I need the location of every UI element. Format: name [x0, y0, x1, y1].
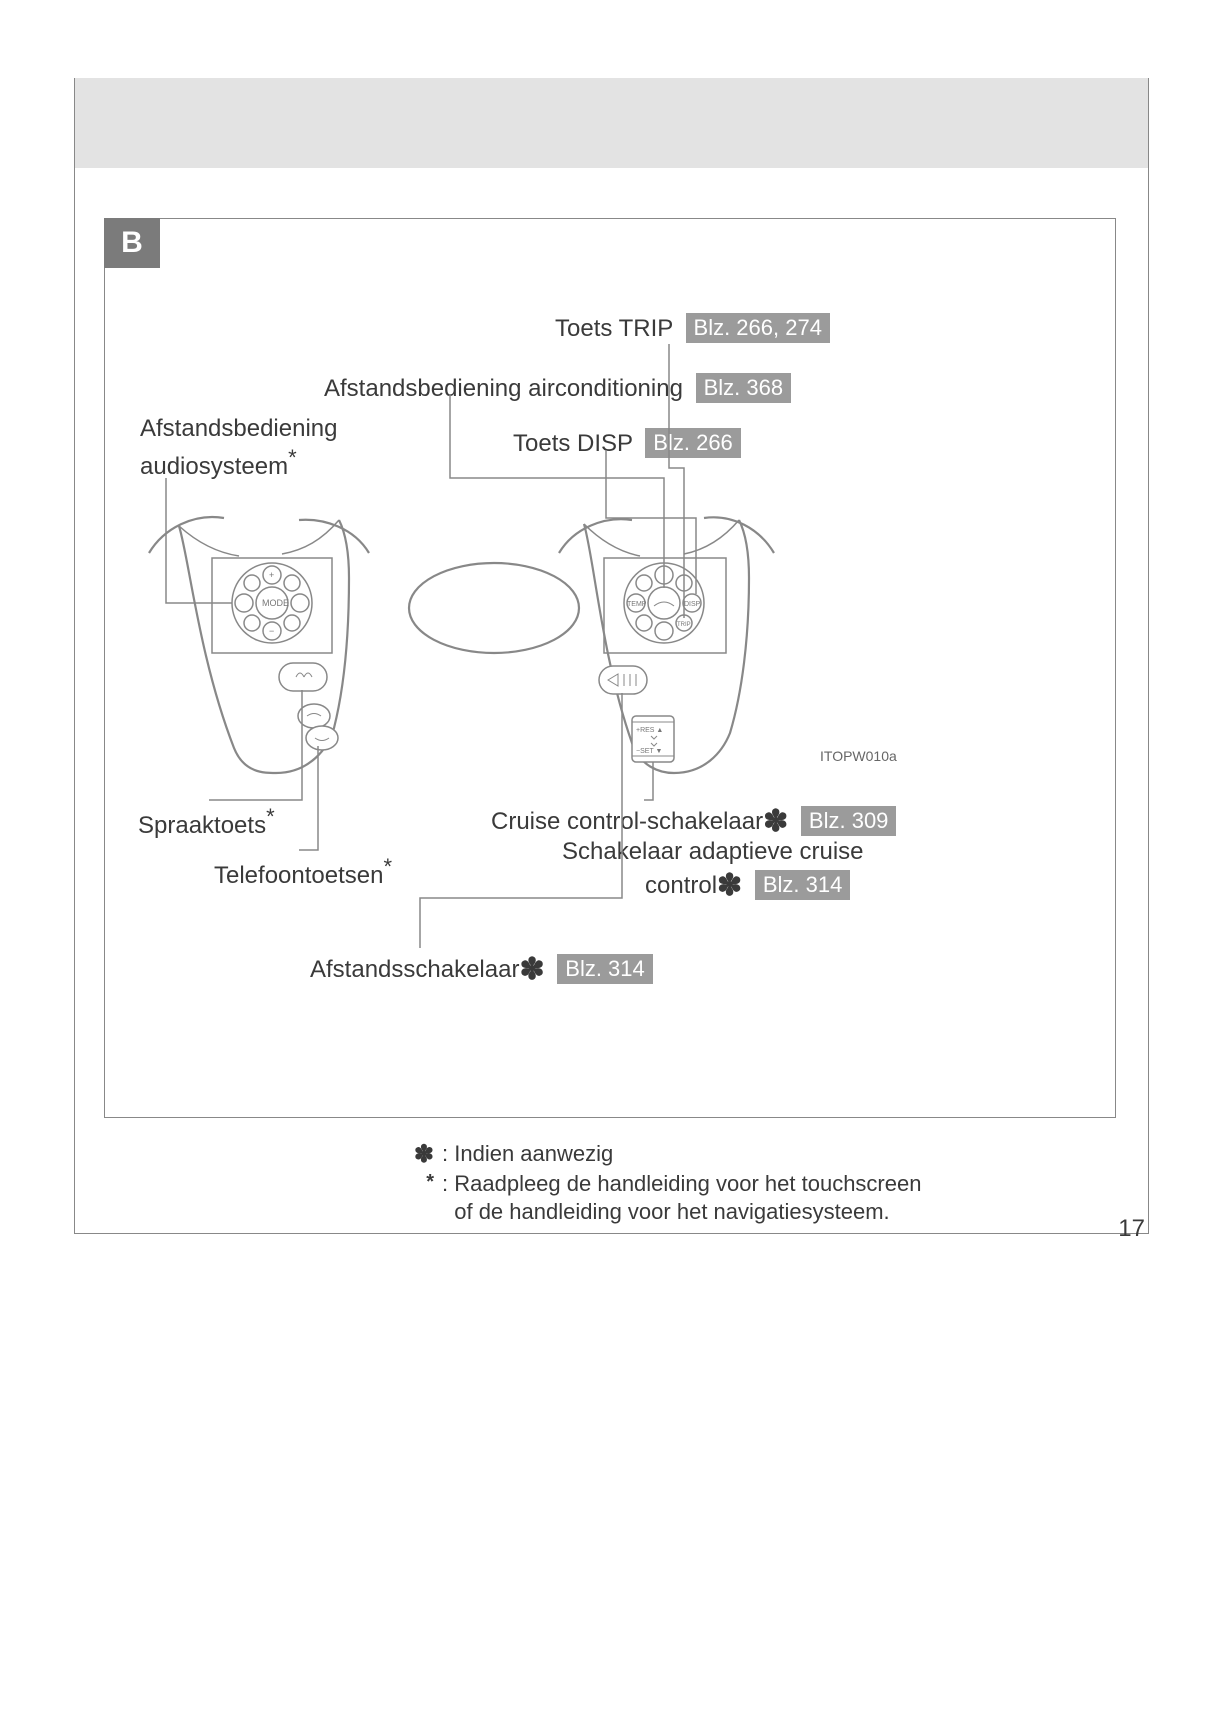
- badge-trip: Blz. 266, 274: [686, 313, 830, 343]
- label-acc-line2: control✽ Blz. 314: [645, 868, 850, 903]
- footnotes: ✽ : Indien aanwezig * : Raadpleeg de han…: [410, 1140, 1100, 1225]
- label-acc-line2-text: control: [645, 872, 717, 899]
- label-trip: Toets TRIP Blz. 266, 274: [555, 313, 830, 343]
- label-phone: Telefoontoetsen*: [214, 854, 392, 890]
- footnote-symbol-2: *: [410, 1170, 438, 1225]
- label-voice: Spraaktoets*: [138, 804, 275, 840]
- footnote-2-line2: of de handleiding voor het navigatiesyst…: [454, 1199, 889, 1224]
- label-disp-text: Toets DISP: [513, 430, 633, 457]
- label-audio-line2-text: audiosysteem: [140, 453, 288, 480]
- label-cruise-text: Cruise control-schakelaar: [491, 808, 763, 835]
- badge-disp: Blz. 266: [645, 428, 741, 458]
- footnote-symbol-1: ✽: [410, 1140, 438, 1170]
- label-ac: Afstandsbediening airconditioning Blz. 3…: [324, 373, 791, 403]
- section-tab-b: B: [104, 218, 160, 268]
- badge-cruise: Blz. 309: [801, 806, 897, 836]
- footnote-1: Indien aanwezig: [454, 1141, 613, 1166]
- label-phone-text: Telefoontoetsen: [214, 862, 383, 889]
- label-distance-text: Afstandsschakelaar: [310, 956, 519, 983]
- diagram-code: ITOPW010a: [820, 748, 897, 764]
- badge-distance: Blz. 314: [557, 954, 653, 984]
- page-number: 17: [1118, 1215, 1145, 1243]
- label-distance: Afstandsschakelaar✽ Blz. 314: [310, 952, 653, 987]
- footnote-2-line1: Raadpleeg de handleiding voor het touchs…: [454, 1171, 921, 1196]
- label-audio-line2: audiosysteem*: [140, 445, 297, 481]
- page: B Toets TRIP Blz. 266, 274 Afstandsbedie…: [0, 0, 1221, 1733]
- label-cruise: Cruise control-schakelaar✽ Blz. 309: [491, 804, 896, 839]
- label-acc-line1: Schakelaar adaptieve cruise: [562, 838, 864, 866]
- label-disp: Toets DISP Blz. 266: [513, 428, 741, 458]
- label-audio-line1: Afstandsbediening: [140, 415, 337, 443]
- label-ac-text: Afstandsbediening airconditioning: [324, 375, 683, 402]
- label-trip-text: Toets TRIP: [555, 315, 673, 342]
- badge-ac: Blz. 368: [696, 373, 792, 403]
- badge-acc: Blz. 314: [755, 870, 851, 900]
- label-voice-text: Spraaktoets: [138, 812, 266, 839]
